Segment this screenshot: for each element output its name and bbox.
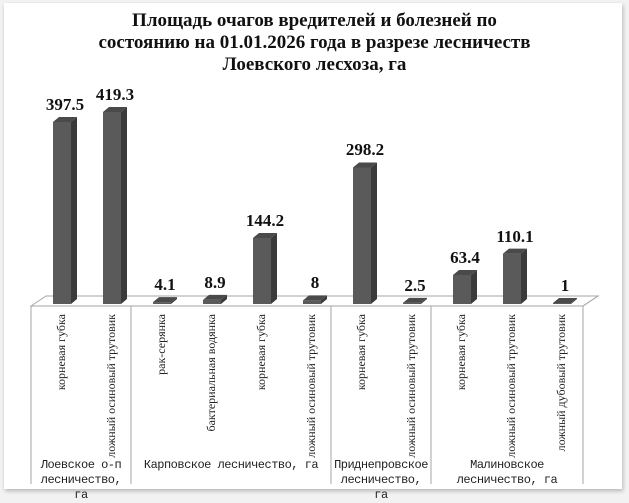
chart-title: Площадь очагов вредителей и болезней по … <box>0 10 629 76</box>
bar-front <box>303 300 321 304</box>
bar-top <box>453 269 477 275</box>
category-label: ложный дубовый трутовик <box>554 314 568 452</box>
category-label: ложный осиновый трутовик <box>404 314 418 458</box>
bar-side <box>121 107 127 304</box>
data-label: 419.3 <box>95 85 135 104</box>
bar-front <box>453 274 471 304</box>
group-label-line: Приднепровское <box>334 458 428 472</box>
bar-top <box>403 297 427 303</box>
bar-front <box>103 112 121 304</box>
bar-side <box>471 269 477 304</box>
bar <box>203 294 227 304</box>
category-label: ложный осиновый трутовик <box>504 314 518 458</box>
bar <box>53 116 77 304</box>
bar-top <box>253 232 277 238</box>
bar-series <box>53 107 577 304</box>
category-label: корневая губка <box>354 314 368 391</box>
bar-front <box>203 299 221 304</box>
data-label: 397.5 <box>45 94 85 114</box>
data-label: 8.9 <box>204 272 226 292</box>
bar-top <box>553 298 577 303</box>
category-label: ложный осиновый трутовик <box>304 314 318 458</box>
group-label-line: лесничество, га <box>456 473 558 487</box>
bar-front <box>553 303 571 304</box>
bar <box>253 232 277 304</box>
group-label-line: Малиновское <box>470 458 544 472</box>
bar-side <box>371 162 377 304</box>
bar-side <box>421 297 427 304</box>
category-label: корневая губка <box>54 314 68 391</box>
data-label: 2.5 <box>404 275 426 295</box>
group-label-line: Карповское лесничество, га <box>143 458 319 472</box>
category-label: ложный осиновый трутовик <box>104 314 118 458</box>
bar <box>403 297 427 304</box>
bar-top <box>203 294 227 300</box>
bar-top <box>103 107 127 112</box>
data-label: 8 <box>310 273 320 293</box>
group-label: Малиновское лесничество, га <box>431 458 583 488</box>
bar-side <box>271 232 277 304</box>
group-label-line: Лоевское о-п <box>40 458 122 472</box>
category-label: бактериальная водянка <box>204 314 218 432</box>
data-label: 144.2 <box>245 210 285 230</box>
bar-side <box>71 116 77 304</box>
bar <box>103 107 127 304</box>
bar <box>153 297 177 304</box>
bar <box>503 248 527 304</box>
group-label: Приднепровское лесничество, га <box>331 458 431 503</box>
data-label: 110.1 <box>496 226 534 246</box>
bar-top <box>153 297 177 303</box>
bar-side <box>571 298 577 304</box>
data-label: 1 <box>560 276 570 295</box>
bar-side <box>321 295 327 304</box>
data-label: 4.1 <box>154 275 176 295</box>
bar <box>353 162 377 304</box>
bar-front <box>53 121 71 304</box>
bar-top <box>53 116 77 122</box>
bar-front <box>353 167 371 304</box>
bar-side <box>521 248 527 304</box>
category-label: корневая губка <box>454 314 468 391</box>
bar <box>553 298 577 304</box>
category-label: рак-серянка <box>154 314 168 375</box>
bar-side <box>221 294 227 304</box>
chart-title-line-3: Лоевского лесхоза, га <box>222 54 407 75</box>
bar-front <box>403 302 421 304</box>
bar <box>303 295 327 304</box>
bar-top <box>303 295 327 301</box>
chart-title-line-2: состоянию на 01.01.2026 года в разрезе л… <box>98 32 531 53</box>
bar-top <box>353 162 377 168</box>
category-label: корневая губка <box>254 314 268 391</box>
bar-top <box>503 248 527 254</box>
bar-front <box>253 237 271 304</box>
group-label: Лоевское о-п лесничество, га <box>31 458 131 503</box>
bar-front <box>503 253 521 304</box>
group-label-line: лесничество, га <box>340 473 422 502</box>
group-label: Карповское лесничество, га <box>131 458 331 473</box>
bar-front <box>153 302 171 304</box>
bar <box>453 269 477 304</box>
category-axis <box>30 295 599 484</box>
group-label-line: лесничество, га <box>40 473 122 502</box>
data-label: 298.2 <box>345 140 385 160</box>
data-label: 63.4 <box>450 247 480 267</box>
chart-title-line-1: Площадь очагов вредителей и болезней по <box>132 10 497 31</box>
bar-side <box>171 297 177 304</box>
